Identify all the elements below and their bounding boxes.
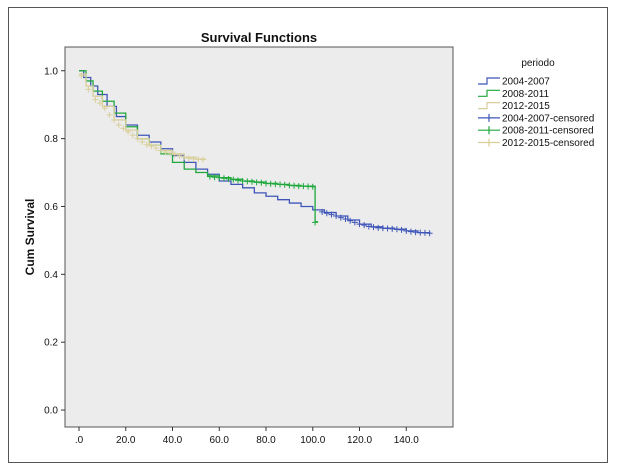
censor-mark-2 [92,96,99,103]
censor-mark-1 [281,181,288,188]
censor-marks [78,72,433,237]
censor-mark-2 [148,143,155,150]
censor-mark-2 [129,132,136,139]
censor-mark-2 [78,72,85,79]
plot-area [64,46,454,428]
censor-mark-2 [167,150,174,157]
legend-label-1: 2008-2011 [502,89,550,100]
x-tick-label: 80.0 [256,435,276,446]
censor-mark-2 [97,99,104,106]
censor-mark-2 [143,141,150,148]
censor-mark-0 [356,221,363,228]
censor-mark-2 [181,154,188,161]
censor-mark-0 [323,210,330,217]
censor-mark-0 [351,219,358,226]
legend-symbol-0 [478,77,500,85]
censor-mark-0 [342,216,349,223]
censor-mark-1 [220,175,227,182]
x-axis: .0 20.0 40.0 60.0 80.0 100.0 120.0 140.0 [75,427,419,446]
legend-title: periodo [521,58,555,69]
chart-title: Survival Functions [201,30,317,45]
censor-mark-0 [426,230,433,237]
y-tick-label: 0.8 [44,134,58,145]
x-tick-label: 60.0 [210,435,230,446]
censor-mark-1 [230,176,237,183]
legend-label-0: 2004-2007 [502,77,550,88]
censor-mark-0 [370,224,377,231]
censor-mark-2 [120,125,127,132]
censor-mark-2 [153,145,160,152]
censor-mark-2 [106,111,113,118]
y-tick-label: 0.2 [44,338,58,349]
legend-label-2: 2012-2015 [502,101,550,112]
x-tick-label: 40.0 [163,435,183,446]
legend-symbol-1 [478,89,500,97]
censor-mark-2 [85,86,92,93]
series-line-0 [79,70,431,234]
censor-mark-1 [234,177,241,184]
censor-mark-2 [115,122,122,129]
censor-mark-1 [216,174,223,181]
censor-mark-2 [139,139,146,145]
censor-mark-0 [393,226,400,233]
censor-mark-0 [333,212,340,219]
legend-label-3: 2004-2007-censored [502,113,594,124]
legend-symbol-4 [478,126,500,135]
censor-mark-0 [365,223,372,230]
legend-label-5: 2012-2015-censored [502,138,594,149]
censor-mark-1 [309,183,316,190]
y-tick-label: 0.0 [44,406,58,417]
x-tick-label: 140.0 [394,435,419,446]
legend-symbol-2 [478,102,500,110]
censor-mark-2 [157,147,164,154]
censor-mark-2 [199,156,206,163]
censor-mark-0 [337,214,344,221]
censor-mark-0 [328,211,335,218]
censor-mark-1 [258,179,265,186]
censor-mark-0 [347,217,354,224]
legend-symbol-3 [478,113,500,122]
censor-mark-2 [171,151,178,158]
x-tick-label: .0 [75,435,84,446]
censor-mark-1 [206,173,213,180]
censor-mark-0 [361,222,368,229]
censor-mark-2 [111,116,118,123]
censor-mark-1 [248,178,255,185]
y-axis-label: Cum Survival [23,199,37,276]
censor-mark-2 [176,152,183,159]
censor-mark-2 [125,128,132,135]
censor-mark-0 [398,226,405,233]
legend: periodo 2004-20072008-20112012-20152004-… [478,58,594,149]
legend-symbol-5 [478,138,500,147]
censor-mark-1 [312,219,319,226]
x-tick-label: 20.0 [116,435,136,446]
censor-mark-2 [185,155,192,162]
censor-mark-1 [225,175,232,182]
censor-mark-2 [162,149,169,156]
censor-mark-0 [407,228,414,235]
y-tick-label: 1.0 [44,66,58,77]
legend-label-4: 2008-2011-censored [502,126,594,137]
censor-mark-0 [319,208,326,215]
y-tick-label: 0.4 [44,270,58,281]
censor-mark-2 [134,135,141,142]
censor-mark-2 [101,105,108,112]
x-tick-label: 120.0 [347,435,372,446]
x-tick-label: 100.0 [300,435,325,446]
y-tick-label: 0.6 [44,202,58,213]
y-axis: 0.0 0.2 0.4 0.6 0.8 1.0 [44,66,65,417]
censor-mark-0 [403,227,410,234]
